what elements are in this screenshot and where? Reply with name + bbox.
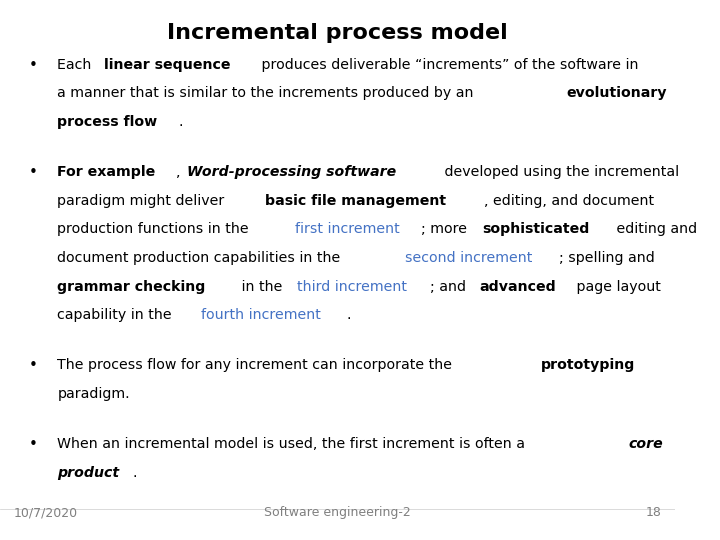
Text: fourth increment: fourth increment: [202, 308, 321, 322]
Text: prototyping: prototyping: [541, 359, 635, 372]
Text: Word-processing software: Word-processing software: [187, 165, 396, 179]
Text: The process flow for any increment can incorporate the: The process flow for any increment can i…: [58, 359, 457, 372]
Text: ; and: ; and: [431, 280, 471, 294]
Text: capability in the: capability in the: [58, 308, 176, 322]
Text: 10/7/2020: 10/7/2020: [14, 507, 78, 519]
Text: core: core: [629, 437, 664, 451]
Text: .: .: [179, 115, 183, 129]
Text: in the: in the: [237, 280, 287, 294]
Text: •: •: [28, 437, 37, 452]
Text: process flow: process flow: [58, 115, 158, 129]
Text: Incremental process model: Incremental process model: [167, 23, 508, 43]
Text: page layout: page layout: [572, 280, 661, 294]
Text: paradigm might deliver: paradigm might deliver: [58, 194, 229, 208]
Text: Each: Each: [58, 58, 96, 72]
Text: second increment: second increment: [405, 251, 533, 265]
Text: .: .: [346, 308, 351, 322]
Text: 18: 18: [646, 507, 662, 519]
Text: a manner that is similar to the increments produced by an: a manner that is similar to the incremen…: [58, 86, 478, 100]
Text: grammar checking: grammar checking: [58, 280, 206, 294]
Text: editing and: editing and: [612, 222, 698, 237]
Text: •: •: [28, 165, 37, 180]
Text: evolutionary: evolutionary: [567, 86, 667, 100]
Text: first increment: first increment: [294, 222, 400, 237]
Text: paradigm.: paradigm.: [58, 387, 130, 401]
Text: developed using the incremental: developed using the incremental: [440, 165, 680, 179]
Text: For example: For example: [58, 165, 156, 179]
Text: Software engineering-2: Software engineering-2: [264, 507, 411, 519]
Text: .: .: [132, 465, 137, 480]
Text: ,: ,: [176, 165, 185, 179]
Text: •: •: [28, 359, 37, 373]
Text: ; spelling and: ; spelling and: [559, 251, 655, 265]
Text: document production capabilities in the: document production capabilities in the: [58, 251, 345, 265]
Text: produces deliverable “increments” of the software in: produces deliverable “increments” of the…: [258, 58, 639, 72]
Text: When an incremental model is used, the first increment is often a: When an incremental model is used, the f…: [58, 437, 530, 451]
Text: •: •: [28, 58, 37, 73]
Text: linear sequence: linear sequence: [104, 58, 231, 72]
Text: advanced: advanced: [480, 280, 556, 294]
Text: , editing, and document: , editing, and document: [485, 194, 654, 208]
Text: product: product: [58, 465, 120, 480]
Text: ; more: ; more: [421, 222, 472, 237]
Text: basic file management: basic file management: [265, 194, 446, 208]
Text: production functions in the: production functions in the: [58, 222, 253, 237]
Text: sophisticated: sophisticated: [482, 222, 590, 237]
Text: third increment: third increment: [297, 280, 408, 294]
